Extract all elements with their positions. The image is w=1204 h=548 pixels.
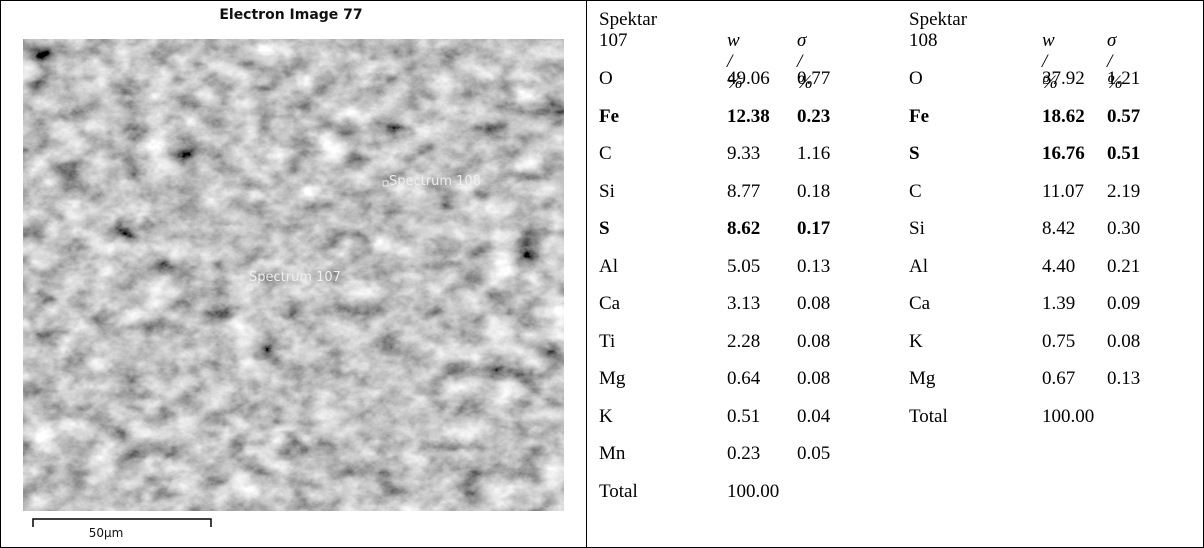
table-cell: Al (909, 255, 928, 277)
table-cell: 16.76 (1042, 143, 1085, 164)
table-cell: 3.13 (727, 293, 761, 314)
table-cell: 0.75 (1042, 330, 1076, 352)
table-cell: Al (599, 255, 618, 277)
table-cell: Mg (909, 368, 936, 389)
table-cell: 100.00 (1042, 405, 1095, 427)
table-cell: 0.17 (797, 218, 831, 239)
table-cell: Total (909, 405, 948, 427)
spectrum-marker (382, 180, 389, 187)
table-cell: C (599, 143, 612, 164)
table-cell: Mg (599, 368, 626, 389)
table-cell: S (599, 218, 610, 239)
table-cell: Ti (599, 330, 616, 352)
table-cell: Ca (909, 293, 931, 314)
table-cell: 0.08 (797, 368, 831, 389)
table-cell: 100.00 (727, 480, 780, 502)
table-cell: 8.77 (727, 180, 761, 202)
table-cell: 8.62 (727, 218, 761, 239)
table-cell: 37.92 (1042, 68, 1085, 89)
table-cell: Total (599, 480, 638, 502)
scale-bar (32, 518, 212, 527)
header-cell: w / % (1042, 30, 1058, 93)
table-cell: 5.05 (727, 255, 761, 277)
table-cell: C (909, 180, 922, 202)
table-cell: 49.06 (727, 68, 770, 89)
spectrum-label: Spectrum 107 (249, 270, 341, 285)
table-cell: 0.57 (1107, 105, 1141, 127)
table-cell: O (909, 68, 923, 89)
table-cell: 0.09 (1107, 293, 1141, 314)
table-cell: Si (909, 218, 925, 239)
table-cell: 8.42 (1042, 218, 1076, 239)
spectrum-label: Spectrum 108 (389, 174, 481, 189)
table-cell: S (909, 143, 920, 164)
header-cell: w / % (727, 30, 743, 93)
table-cell: 12.38 (727, 105, 770, 127)
table-cell: 0.18 (797, 180, 831, 202)
table-cell: 0.77 (797, 68, 831, 89)
table-cell: K (599, 405, 613, 427)
table-cell: Fe (909, 105, 930, 127)
table-cell: 9.33 (727, 143, 761, 164)
table-cell: 0.67 (1042, 368, 1076, 389)
table-cell: 4.40 (1042, 255, 1076, 277)
table-cell: 0.64 (727, 368, 761, 389)
table-cell: 1.16 (797, 143, 831, 164)
table-cell: K (909, 330, 923, 352)
table-cell: Si (599, 180, 615, 202)
scale-label: 50µm (89, 526, 124, 540)
divider (586, 1, 587, 547)
table-cell: Fe (599, 105, 620, 127)
header-cell: Spektar 107 (599, 9, 658, 51)
table-cell: 0.08 (797, 330, 831, 352)
electron-image-panel: Electron Image 77 Spectrum 108 Spectrum … (23, 7, 564, 540)
table-cell: 0.04 (797, 405, 831, 427)
table-cell: 1.21 (1107, 68, 1141, 89)
header-cell: σ / % (1107, 30, 1123, 93)
table-cell: 0.05 (797, 443, 831, 464)
table-cell: O (599, 68, 613, 89)
sem-image (23, 39, 564, 511)
table-cell: 0.21 (1107, 255, 1141, 277)
table-cell: 1.39 (1042, 293, 1076, 314)
table-cell: 0.08 (1107, 330, 1141, 352)
table-cell: 0.51 (1107, 143, 1141, 164)
table-cell: 0.23 (727, 443, 761, 464)
table-cell: 18.62 (1042, 105, 1085, 127)
header-cell: σ / % (797, 30, 813, 93)
header-cell: Spektar 108 (909, 9, 968, 51)
image-title: Electron Image 77 (219, 7, 362, 23)
table-cell: 2.28 (727, 330, 761, 352)
table-cell: 0.23 (797, 105, 831, 127)
table-cell: 0.08 (797, 293, 831, 314)
spectrum-marker (246, 284, 253, 291)
table-cell: 0.13 (1107, 368, 1141, 389)
table-cell: Ca (599, 293, 621, 314)
table-cell: 0.51 (727, 405, 761, 427)
table-cell: Mn (599, 443, 626, 464)
table-cell: 0.13 (797, 255, 831, 277)
table-cell: 11.07 (1042, 180, 1085, 202)
table-cell: 0.30 (1107, 218, 1141, 239)
table-cell: 2.19 (1107, 180, 1141, 202)
